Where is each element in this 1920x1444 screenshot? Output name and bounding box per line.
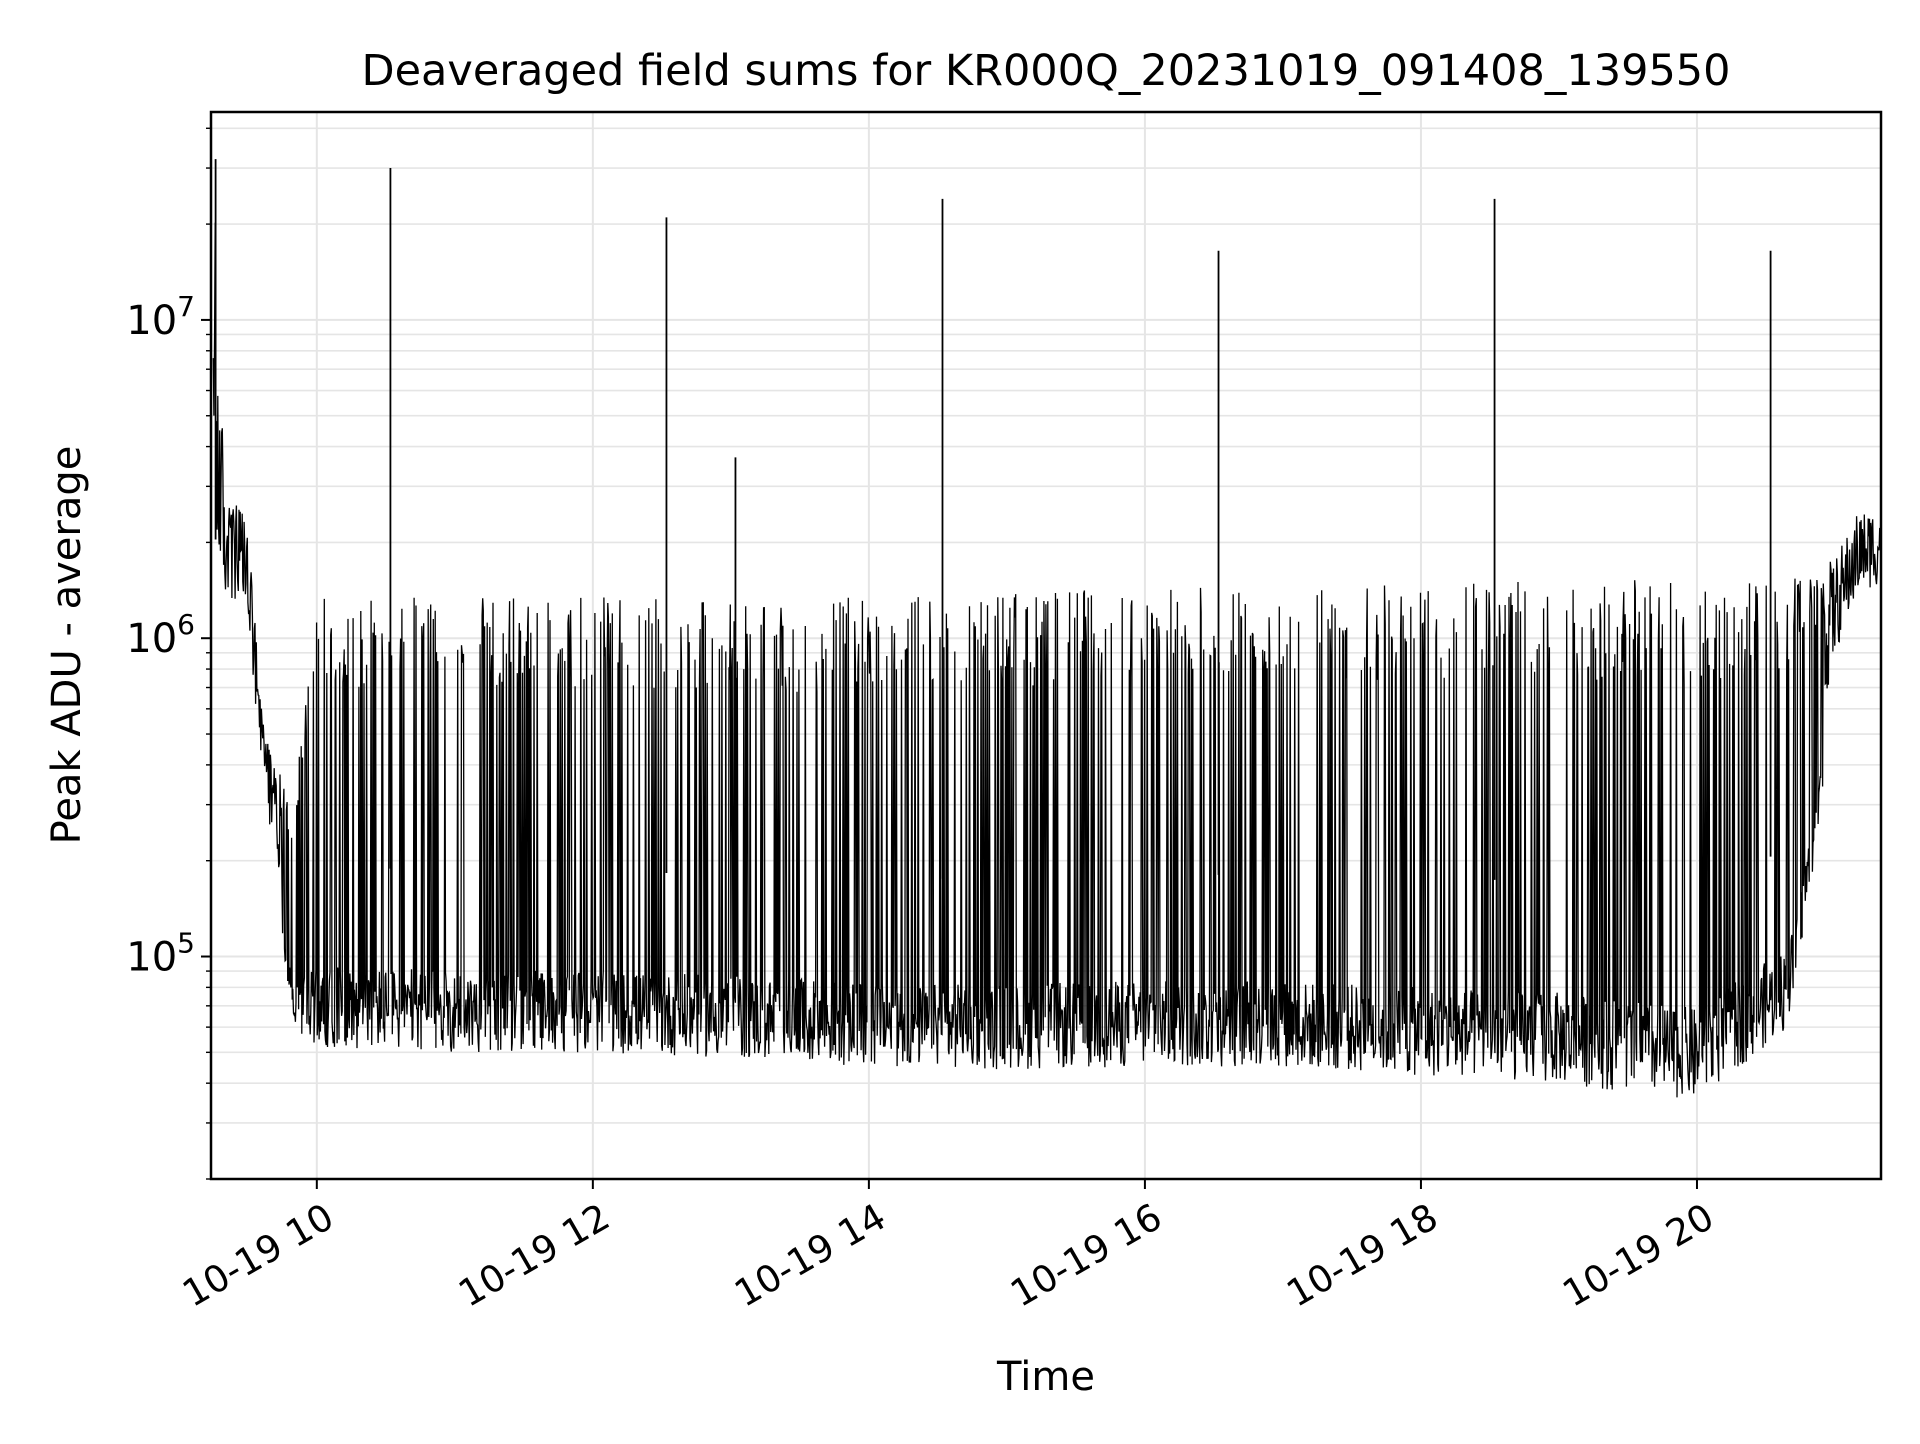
plot-frame: [209, 110, 1883, 1181]
y-tick-label: 105: [126, 927, 195, 981]
chart-title: Deaveraged field sums for KR000Q_2023101…: [361, 46, 1730, 96]
x-tick-label: 10-19 10: [175, 1195, 341, 1315]
series-line: [212, 159, 1882, 1098]
y-axis-label: Peak ADU - average: [44, 446, 90, 845]
series-trace: [212, 222, 1882, 1098]
y-tick-label: 106: [126, 608, 195, 662]
x-axis-label: Time: [996, 1354, 1095, 1400]
x-tick-label: 10-19 20: [1556, 1195, 1722, 1315]
y-tick-label: 107: [126, 290, 195, 344]
x-tick-label: 10-19 18: [1279, 1195, 1445, 1315]
x-tick-label: 10-19 16: [1003, 1195, 1169, 1315]
x-tick-label: 10-19 12: [451, 1195, 617, 1315]
x-tick-label: 10-19 14: [727, 1195, 893, 1315]
